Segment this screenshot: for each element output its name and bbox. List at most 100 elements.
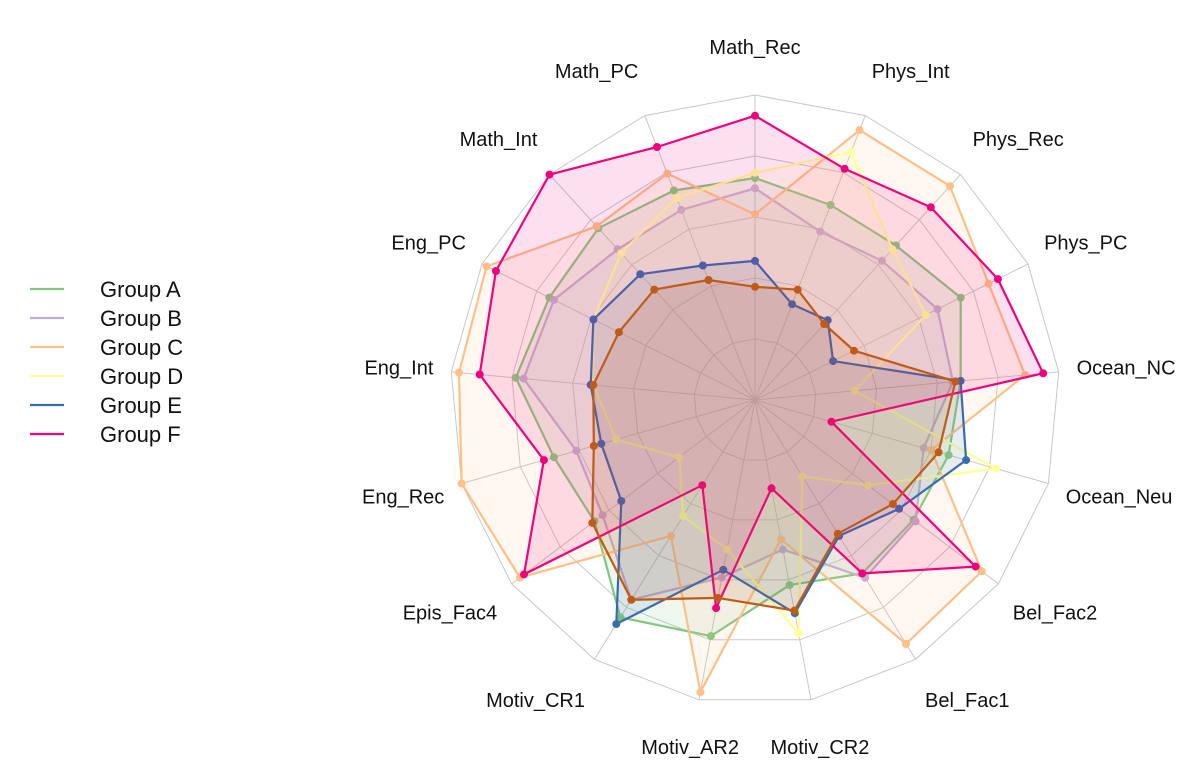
data-point-eng-int (519, 374, 528, 383)
axis-label-epis-fac4: Epis_Fac4 (403, 603, 498, 625)
series-line (478, 114, 1045, 610)
data-point-math-pc (677, 205, 686, 214)
data-point-math-rec (751, 168, 759, 177)
data-point-motiv-cr2 (790, 606, 799, 615)
legend-item: Group C (30, 335, 183, 360)
data-point-motiv-cr1 (612, 620, 621, 628)
data-point-eng-pc (491, 267, 500, 275)
data-point-ocean-neu (944, 451, 953, 460)
series-area (523, 188, 953, 600)
spoke-eng-int (451, 371, 756, 401)
data-point-phys-pc (850, 346, 858, 355)
data-point-epis-fac4 (588, 518, 597, 527)
series-line (591, 278, 957, 612)
axis-label-motiv-ar2: Motiv_AR2 (641, 737, 739, 759)
data-point-eng-int (511, 373, 520, 382)
data-point-motiv-cr2 (785, 581, 794, 590)
axis-label-eng-rec: Eng_Rec (362, 487, 444, 509)
legend-label: Group B (100, 306, 182, 331)
data-point-eng-rec (539, 456, 548, 465)
data-point-phys-rec (877, 256, 886, 265)
series-line (514, 176, 962, 638)
legend-label: Group A (100, 277, 181, 302)
data-point-phys-int (855, 126, 864, 135)
data-point-eng-rec (612, 435, 621, 444)
data-point-eng-rec (597, 439, 606, 448)
series-area (459, 130, 1026, 693)
data-point-phys-int (816, 227, 825, 236)
spoke-phys-rec (754, 174, 961, 401)
series-line (589, 259, 968, 626)
axis-label-bel-fac2: Bel_Fac2 (1013, 603, 1098, 625)
series-4 (589, 147, 1000, 638)
spoke-phys-pc (754, 263, 1029, 401)
data-point-math-int (592, 222, 601, 231)
data-point-bel-fac1 (833, 529, 842, 538)
data-point-ocean-neu (827, 417, 836, 426)
data-point-eng-rec (572, 446, 581, 455)
spoke-bel-fac2 (754, 399, 999, 585)
data-point-phys-pc (921, 310, 930, 319)
data-point-motiv-ar2 (719, 565, 728, 574)
data-point-bel-fac2 (977, 567, 986, 576)
data-point-eng-pc (482, 262, 491, 271)
axis-label-phys-rec: Phys_Rec (973, 129, 1064, 151)
grid-ring-4 (511, 155, 999, 641)
data-point-motiv-ar2 (717, 573, 726, 582)
data-point-epis-fac4 (675, 453, 684, 462)
data-point-epis-fac4 (617, 497, 626, 505)
data-point-ocean-neu (962, 456, 971, 465)
legend-label: Group F (100, 422, 181, 447)
axis-label-ocean-nc: Ocean_NC (1077, 357, 1176, 379)
data-point-phys-int (826, 201, 835, 209)
legend-item: Group A (30, 277, 181, 302)
axis-label-phys-pc: Phys_PC (1044, 233, 1127, 255)
data-point-math-pc (669, 186, 678, 195)
data-point-phys-pc (933, 305, 942, 314)
grid-ring-2 (632, 277, 878, 521)
data-point-phys-rec (926, 203, 935, 212)
data-point-phys-rec (946, 182, 954, 191)
data-point-math-rec (751, 256, 759, 265)
data-point-eng-pc (549, 295, 558, 304)
data-point-eng-int (455, 368, 463, 377)
data-point-math-rec (751, 210, 759, 219)
spoke-bel-fac1 (754, 399, 917, 660)
data-point-phys-rec (820, 320, 829, 328)
data-point-math-rec (751, 282, 759, 291)
spoke-phys-int (754, 115, 866, 401)
data-point-bel-fac2 (971, 562, 980, 571)
data-point-motiv-cr1 (616, 613, 625, 622)
data-point-motiv-ar2 (696, 688, 705, 697)
data-point-math-pc (704, 276, 713, 284)
data-point-math-rec (751, 184, 759, 193)
data-point-motiv-cr2 (794, 629, 803, 638)
data-point-phys-int (793, 285, 802, 294)
data-point-motiv-ar2 (723, 545, 732, 554)
data-point-phys-pc (993, 275, 1002, 284)
data-point-ocean-nc (850, 386, 859, 395)
legend-item: Group D (30, 364, 183, 389)
data-point-motiv-ar2 (706, 632, 715, 641)
data-point-phys-int (788, 300, 797, 309)
legend-label: Group D (100, 364, 183, 389)
data-point-phys-pc (956, 293, 965, 302)
data-point-ocean-neu (919, 444, 928, 452)
grid-ring-1 (693, 338, 817, 461)
data-point-motiv-cr1 (679, 512, 688, 520)
series-area (592, 280, 956, 611)
series-6 (475, 111, 1048, 613)
data-point-epis-fac4 (598, 511, 607, 520)
axis-label-eng-pc: Eng_PC (391, 233, 466, 255)
data-point-ocean-neu (992, 464, 1000, 473)
series-area (590, 260, 967, 624)
data-point-motiv-cr1 (666, 531, 675, 540)
legend: Group A Group B Group C Group D Group E Group… (30, 277, 183, 447)
data-point-eng-pc (614, 328, 623, 337)
data-point-math-int (545, 170, 554, 179)
data-point-phys-rec (888, 245, 897, 254)
data-point-motiv-cr2 (777, 535, 785, 544)
data-point-math-pc (672, 193, 681, 202)
series-layer (455, 111, 1048, 697)
